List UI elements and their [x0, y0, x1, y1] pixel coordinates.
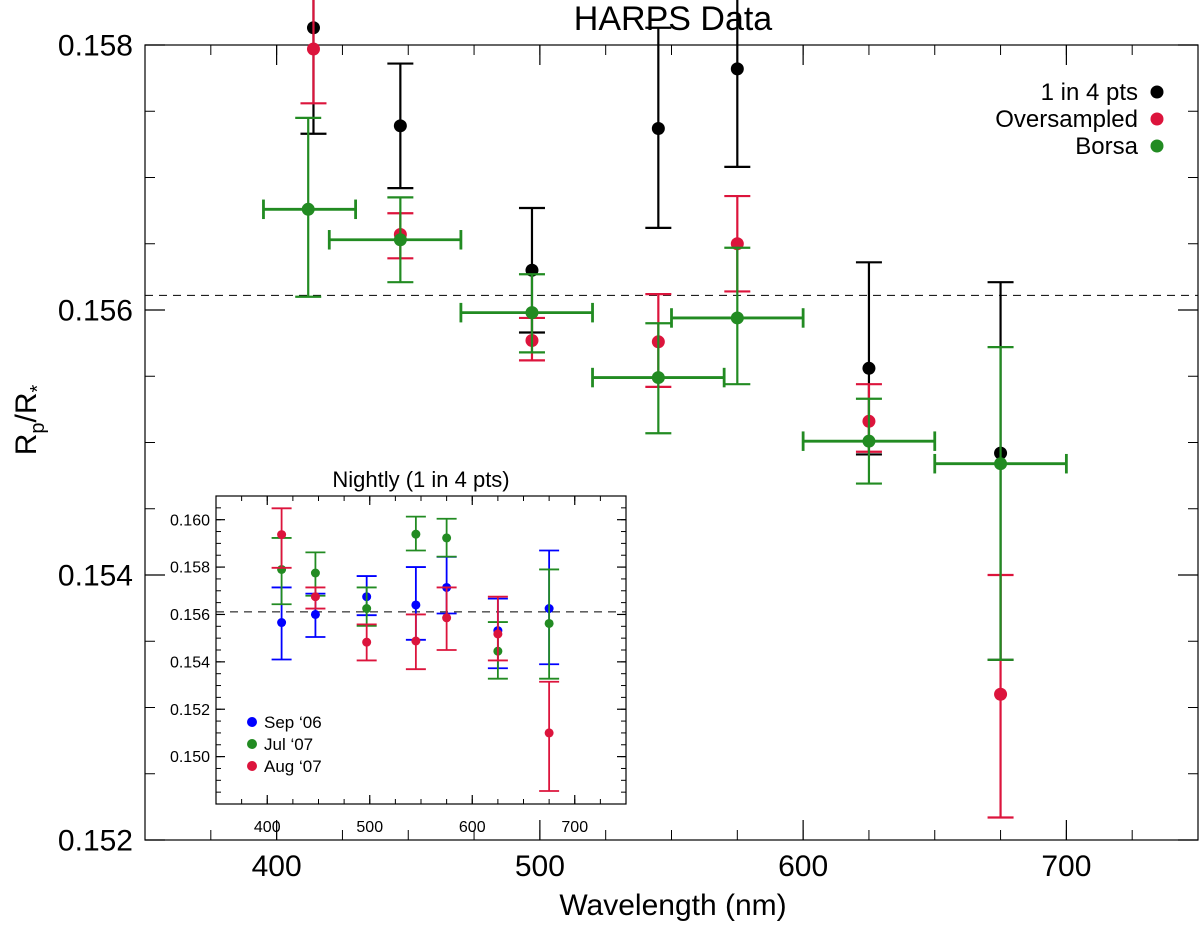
inset-x-tick-label: 600 — [459, 819, 486, 836]
inset-point-jul-07 — [442, 533, 452, 543]
main-point-1-in-4-pts — [730, 62, 744, 76]
main-y-tick-label: 0.158 — [58, 30, 133, 63]
inset-x-tick-label: 500 — [356, 819, 383, 836]
legend-marker — [1150, 139, 1164, 153]
main-point-borsa — [301, 202, 315, 216]
main-point-oversampled — [994, 687, 1008, 701]
main-point-borsa — [393, 233, 407, 247]
inset-legend-marker — [247, 761, 257, 771]
inset-point-jul-07 — [411, 529, 421, 539]
legend-label: 1 in 4 pts — [1041, 79, 1138, 106]
y-label-sub-p: p — [27, 423, 49, 434]
y-label-r: R — [10, 434, 43, 456]
y-label-sub-star: * — [27, 385, 49, 393]
y-label-slash-r: /R — [10, 393, 43, 423]
inset-point-sep-06 — [411, 600, 421, 610]
inset-legend-label: Sep ‘06 — [264, 713, 322, 732]
inset-legend-marker — [247, 717, 257, 727]
inset-point-jul-07 — [310, 568, 320, 578]
main-title: HARPS Data — [574, 0, 772, 38]
legend-label: Borsa — [1075, 133, 1138, 160]
y-axis-label-text: Rp/R* — [10, 385, 49, 456]
inset-x-tick-label: 700 — [561, 819, 588, 836]
inset-y-tick-label: 0.160 — [170, 512, 210, 529]
legend-label: Oversampled — [995, 106, 1138, 133]
inset-y-tick-label: 0.150 — [170, 749, 210, 766]
inset-point-jul-07 — [544, 618, 554, 628]
inset-y-tick-label: 0.158 — [170, 560, 210, 577]
inset-point-aug-07 — [362, 637, 372, 647]
main-axes: 400 500 600 700 0.152 0.154 0.156 0.158 — [58, 30, 1199, 883]
main-point-borsa — [862, 434, 876, 448]
inset-title: Nightly (1 in 4 pts) — [332, 467, 509, 492]
main-title-text: HARPS Data — [574, 0, 772, 38]
inset-legend-label: Aug ‘07 — [264, 757, 322, 776]
main-point-1-in-4-pts — [862, 361, 876, 375]
inset-point-aug-07 — [442, 613, 452, 623]
x-axis-label: Wavelength (nm) — [559, 889, 786, 922]
main-point-borsa — [994, 457, 1008, 471]
main-x-tick-label: 600 — [778, 850, 828, 883]
inset-point-aug-07 — [493, 629, 503, 639]
main-x-tick-label: 400 — [252, 850, 302, 883]
main-y-tick-label: 0.152 — [58, 825, 133, 858]
inset-legend: Sep ‘06 Jul ‘07 Aug ‘07 — [247, 713, 322, 776]
y-axis-label: Rp/R* — [10, 385, 49, 456]
inset-point-sep-06 — [310, 609, 320, 619]
main-point-borsa — [525, 306, 539, 320]
inset-nightly-panel: 400 500 600 700 0.150 0.152 0.154 0.156 0.158 0.1… — [170, 467, 627, 836]
main-x-tick-label: 500 — [515, 850, 565, 883]
inset-axes: 400 500 600 700 0.150 0.152 0.154 0.156 0.158 0.1… — [170, 495, 627, 836]
main-point-borsa — [651, 371, 665, 385]
inset-y-tick-label: 0.156 — [170, 607, 210, 624]
main-point-1-in-4-pts — [393, 119, 407, 133]
inset-point-aug-07 — [310, 592, 320, 602]
main-y-tick-label: 0.156 — [58, 295, 133, 328]
main-point-1-in-4-pts — [651, 121, 665, 135]
inset-x-tick-label: 400 — [254, 819, 281, 836]
inset-point-sep-06 — [277, 618, 287, 628]
inset-data-marks — [271, 507, 560, 792]
main-data-marks — [262, 0, 1068, 819]
main-x-tick-label: 700 — [1041, 850, 1091, 883]
main-point-oversampled — [306, 42, 320, 56]
main-point-borsa — [730, 311, 744, 325]
inset-legend-label: Jul ‘07 — [264, 735, 313, 754]
inset-point-aug-07 — [544, 728, 554, 738]
legend-marker — [1150, 85, 1164, 99]
inset-point-aug-07 — [411, 636, 421, 646]
inset-point-aug-07 — [277, 530, 287, 540]
inset-background — [216, 496, 626, 804]
inset-legend-marker — [247, 739, 257, 749]
inset-y-tick-label: 0.152 — [170, 702, 210, 719]
inset-point-jul-07 — [362, 604, 372, 614]
legend-marker — [1150, 112, 1164, 126]
inset-y-tick-label: 0.154 — [170, 654, 210, 671]
main-y-tick-label: 0.154 — [58, 560, 133, 593]
